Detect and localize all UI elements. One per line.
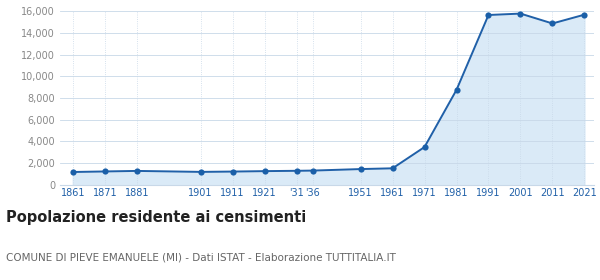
- Point: [228, 169, 238, 174]
- Point: [484, 13, 493, 17]
- Text: Popolazione residente ai censimenti: Popolazione residente ai censimenti: [6, 210, 306, 225]
- Text: COMUNE DI PIEVE EMANUELE (MI) - Dati ISTAT - Elaborazione TUTTITALIA.IT: COMUNE DI PIEVE EMANUELE (MI) - Dati IST…: [6, 252, 396, 262]
- Point: [388, 166, 397, 171]
- Point: [100, 169, 110, 174]
- Point: [68, 170, 77, 174]
- Point: [515, 11, 525, 16]
- Point: [308, 168, 317, 173]
- Point: [548, 21, 557, 26]
- Point: [420, 145, 430, 149]
- Point: [580, 12, 589, 17]
- Point: [132, 169, 142, 173]
- Point: [356, 167, 365, 171]
- Point: [196, 170, 205, 174]
- Point: [292, 169, 301, 173]
- Point: [260, 169, 269, 173]
- Point: [452, 88, 461, 92]
